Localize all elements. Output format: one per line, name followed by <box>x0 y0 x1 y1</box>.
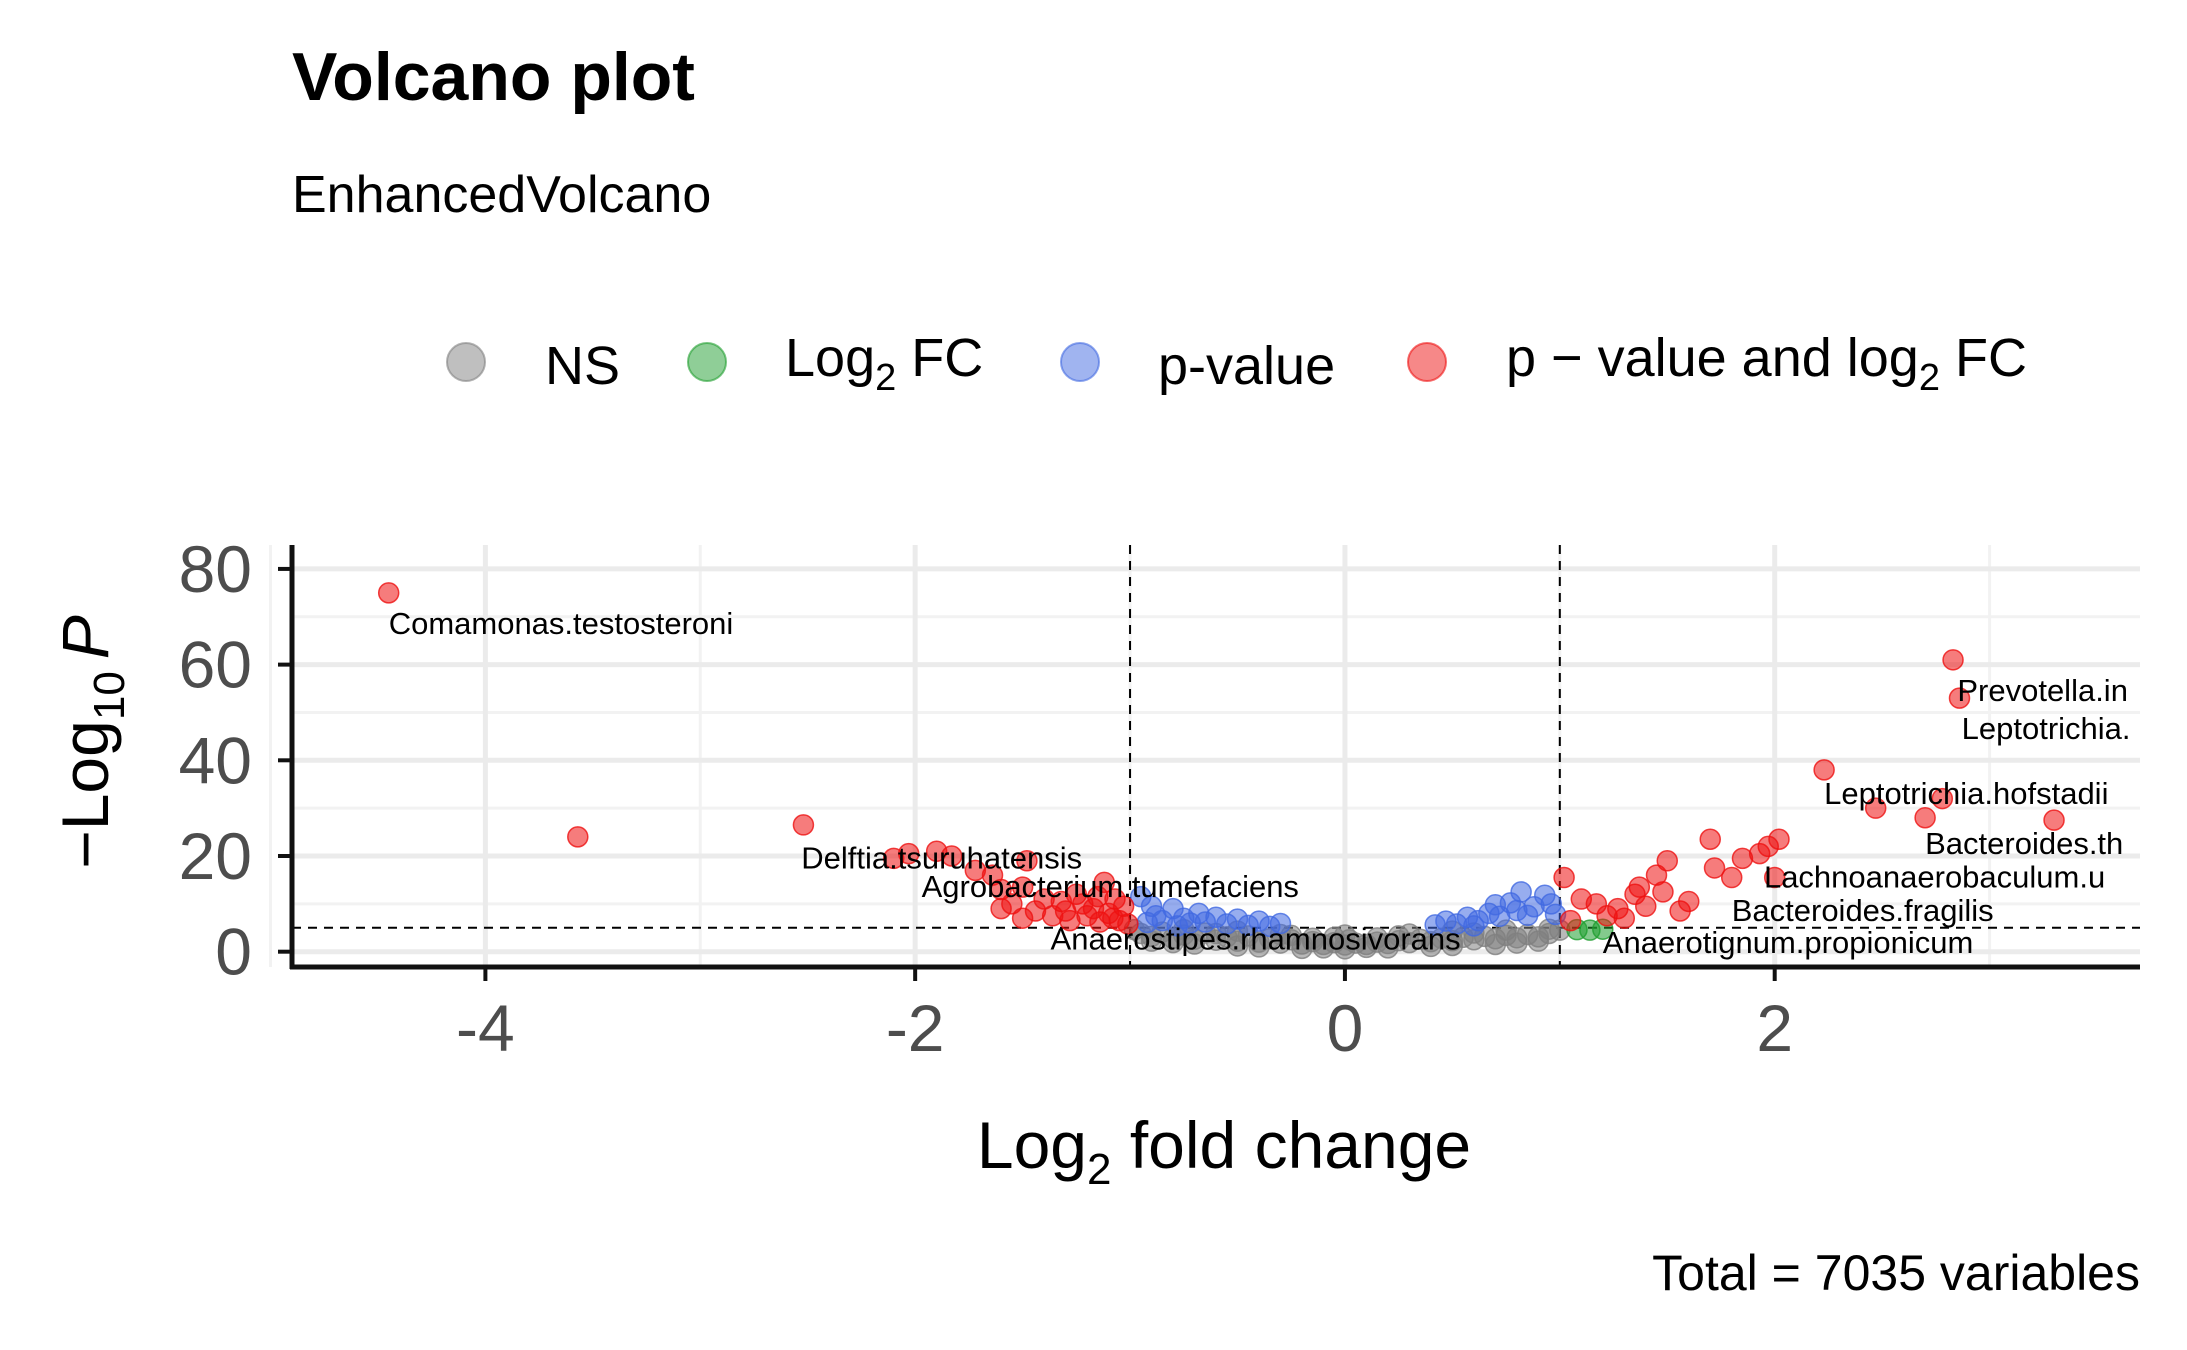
legend-label: p-value <box>1158 336 1335 396</box>
point-p-fc <box>1763 866 1786 889</box>
point-p-fc <box>1011 876 1034 898</box>
legend-key <box>446 342 486 382</box>
point-p-fc <box>1864 797 1887 819</box>
chart-subtitle: EnhancedVolcano <box>292 166 711 224</box>
point-p-fc <box>377 582 400 604</box>
legend-item-p: p-value <box>1060 336 1335 396</box>
legend-label: NS <box>545 336 620 396</box>
point-p-fc <box>1635 895 1657 917</box>
plot-area: Comamonas.testosteroni Delftia.tsuruhaten… <box>179 532 2140 1065</box>
point-label: Prevotella.in <box>1957 673 2128 708</box>
point-p <box>1269 912 1292 935</box>
point-ns <box>1248 936 1270 958</box>
point-p-fc <box>792 814 815 836</box>
point-p-fc <box>1656 850 1679 872</box>
point-p-fc <box>2043 809 2065 831</box>
legend: NS Log2 FC p-value p − value and log2 FC <box>446 328 2027 399</box>
point-label: Bacteroides.th <box>1925 826 2123 861</box>
point-p-fc <box>1087 885 1109 908</box>
legend-item-ns: NS <box>446 336 620 396</box>
y-tick-label: 0 <box>215 915 252 989</box>
legend-key <box>687 342 727 382</box>
point-label: Leptotrichia. <box>1962 711 2131 746</box>
y-axis-title: −Log10P <box>48 615 134 869</box>
x-tick-label: -2 <box>886 991 945 1065</box>
point-p-fc <box>1914 806 1936 829</box>
point-p-fc <box>1102 907 1124 929</box>
legend-item-fc: Log2 FC <box>687 328 983 399</box>
point-p-fc <box>1768 828 1790 851</box>
point-p-fc <box>1813 759 1835 781</box>
point-label: Comamonas.testosteroni <box>389 606 734 641</box>
point-ns <box>1366 927 1388 949</box>
legend-label: Log2 FC <box>785 328 983 399</box>
x-tick-label: 2 <box>1756 991 1793 1065</box>
legend-label: p − value and log2 FC <box>1506 328 2027 399</box>
point-label: Lachnoanaerobaculum.u <box>1764 860 2105 895</box>
x-tick-label: 0 <box>1327 991 1364 1065</box>
point-label: Leptotrichia.hofstadii <box>1824 776 2108 811</box>
y-tick-label: 40 <box>179 723 252 797</box>
y-tick-label: 20 <box>179 819 252 893</box>
legend-key <box>1407 342 1447 382</box>
point-p-fc <box>567 826 589 848</box>
point-label: Bacteroides.fragilis <box>1732 893 1994 928</box>
point-p-fc <box>1703 857 1726 879</box>
point-p-fc <box>1613 907 1636 929</box>
point-p-fc <box>1720 866 1743 889</box>
axes <box>289 545 2140 970</box>
point-p-fc <box>1016 850 1038 872</box>
point-ns <box>1338 928 1360 951</box>
y-tick-label: 60 <box>179 628 252 702</box>
point-p-fc <box>1931 787 1954 810</box>
x-tick-label: -4 <box>456 991 515 1065</box>
point-p-fc <box>1628 876 1651 898</box>
legend-key <box>1060 342 1100 382</box>
point-p-fc <box>1553 866 1575 889</box>
point-p-fc <box>1652 881 1674 903</box>
point-p <box>1166 915 1189 937</box>
point-p-fc <box>897 842 920 865</box>
point-p-fc <box>1942 649 1964 671</box>
x-axis-ticks: -4 -2 0 2 <box>456 967 1793 1065</box>
point-p <box>1463 915 1485 937</box>
point-label: Anaerotignum.propionicum <box>1603 925 1974 960</box>
point-p-fc <box>1948 687 1971 709</box>
legend-item-p-fc: p − value and log2 FC <box>1407 328 2027 399</box>
point-label: Agrobacterium.tumefaciens <box>922 869 1299 904</box>
chart-title: Volcano plot <box>292 39 695 115</box>
point-p-fc <box>990 897 1012 920</box>
point-ns <box>1387 925 1410 947</box>
y-tick-label: 80 <box>179 532 252 606</box>
data-points <box>377 582 2065 960</box>
point-label: Delftia.tsuruhatensis <box>801 840 1082 875</box>
point-p <box>1510 881 1532 903</box>
x-axis-title: Log2 fold change <box>977 1108 1471 1194</box>
point-p-fc <box>1699 828 1721 851</box>
point-p-fc <box>1011 907 1034 929</box>
y-axis-ticks: 0 20 40 60 80 <box>179 532 292 989</box>
point-ns <box>1484 933 1507 956</box>
point-p-fc <box>1559 909 1582 932</box>
point-p-fc <box>940 845 963 867</box>
point-labels: Comamonas.testosteroni Delftia.tsuruhaten… <box>389 606 2131 960</box>
cutoff-lines <box>292 545 2140 967</box>
grid-major <box>292 545 2140 967</box>
point-ns <box>1183 933 1206 955</box>
point-ns <box>1301 927 1324 950</box>
caption: Total = 7035 variables <box>1652 1245 2140 1301</box>
point-label: Anaerostipes.rhamnosivorans <box>1051 922 1461 957</box>
point-ns <box>1420 935 1442 958</box>
point-p-fc <box>1677 890 1700 913</box>
